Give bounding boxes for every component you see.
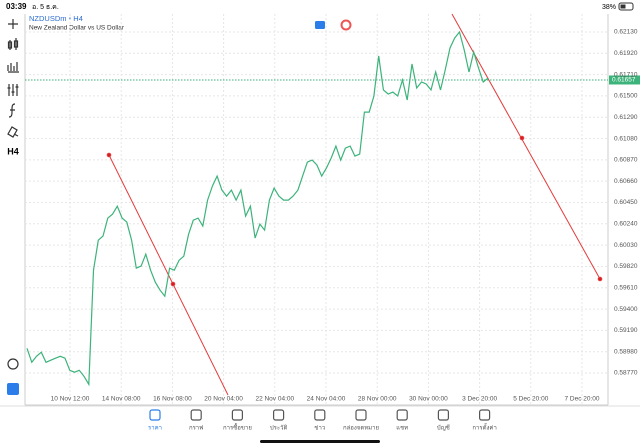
trend-anchor [170, 281, 176, 287]
y-tick-label: 0.60030 [614, 242, 638, 249]
nav-label: ประวัติ [270, 425, 288, 432]
status-date: อ. 5 ธ.ค. [32, 4, 59, 11]
y-tick-label: 0.62130 [614, 29, 638, 36]
zoom-tool[interactable] [7, 358, 19, 370]
trend-anchor [519, 135, 525, 141]
nav-icon [479, 409, 491, 421]
function-tool[interactable] [8, 103, 16, 118]
trend-anchor [597, 276, 603, 282]
plot: 0.61657 [25, 30, 640, 387]
y-tick-label: 0.59820 [614, 263, 638, 270]
x-tick-label: 22 Nov 04:00 [255, 396, 294, 403]
current-price-label: 0.61657 [612, 77, 636, 84]
y-tick-label: 0.58980 [614, 348, 638, 355]
y-tick-label: 0.61080 [614, 135, 638, 142]
objects-tool[interactable] [7, 126, 19, 138]
y-tick-label: 0.60240 [614, 221, 638, 228]
bars-tool[interactable] [7, 62, 19, 73]
nav-icon [190, 409, 202, 421]
bottom-nav: ราคา กราฟ การซื้อขาย ประวัติ ข่าว กล่องจดหมาย… [148, 409, 497, 432]
x-tick-label: 3 Dec 20:00 [462, 396, 497, 403]
status-time: 03:39 [6, 2, 27, 11]
price-line [26, 30, 489, 387]
nav-icon [231, 409, 243, 421]
candles-tool[interactable] [7, 38, 19, 50]
chart-title: NZDUSDm • H4 [29, 14, 83, 23]
chart-subtitle: New Zealand Dollar vs US Dollar [29, 25, 125, 32]
trend-line [451, 13, 601, 280]
nav-label: แชท [396, 425, 408, 432]
x-tick-label: 30 Nov 00:00 [409, 396, 448, 403]
y-tick-label: 0.60870 [614, 157, 638, 164]
timeframe-button[interactable]: H4 [7, 146, 19, 156]
y-tick-label: 0.58770 [614, 370, 638, 377]
nav-item[interactable]: บัญชี [437, 409, 450, 432]
nav-item[interactable]: การซื้อขาย [223, 409, 252, 432]
x-tick-label: 24 Nov 04:00 [307, 396, 346, 403]
nav-item[interactable]: ราคา [148, 409, 162, 432]
nav-label: ราคา [148, 425, 162, 432]
nav-item[interactable]: ข่าว [314, 409, 326, 432]
y-tick-label: 0.59190 [614, 327, 638, 334]
nav-label: การซื้อขาย [223, 422, 252, 432]
y-tick-label: 0.59400 [614, 306, 638, 313]
nav-label: ข่าว [314, 425, 325, 432]
nav-label: การตั้งค่า [472, 422, 496, 432]
nav-icon [437, 409, 449, 421]
y-tick-label: 0.61920 [614, 50, 638, 57]
nav-label: กราฟ [189, 425, 203, 432]
y-tick-label: 0.59610 [614, 284, 638, 291]
nav-icon [396, 409, 408, 421]
x-tick-label: 5 Dec 20:00 [513, 396, 548, 403]
trade-button[interactable] [7, 383, 19, 395]
nav-item[interactable]: กล่องจดหมาย [343, 409, 379, 432]
left-toolbar [7, 19, 19, 370]
x-tick-label: 10 Nov 12:00 [51, 396, 90, 403]
y-tick-label: 0.61710 [614, 71, 638, 78]
x-tick-label: 16 Nov 08:00 [153, 396, 192, 403]
nav-item[interactable]: กราฟ [189, 409, 203, 432]
nav-item[interactable]: แชท [396, 409, 408, 432]
battery-text: 38% [602, 4, 616, 11]
current-price-box [609, 75, 640, 85]
nav-icon [355, 409, 367, 421]
indicators-tool[interactable] [7, 84, 19, 96]
nav-icon [149, 409, 161, 421]
one-click-icon[interactable] [340, 19, 352, 31]
nav-item[interactable]: การตั้งค่า [472, 409, 497, 432]
crosshair-tool[interactable] [8, 19, 18, 29]
battery-level [620, 4, 626, 9]
home-indicator [260, 440, 380, 443]
nav-icon [273, 409, 285, 421]
x-tick-label: 20 Nov 04:00 [204, 396, 243, 403]
y-tick-label: 0.61500 [614, 93, 638, 100]
x-tick-label: 14 Nov 08:00 [102, 396, 141, 403]
y-tick-label: 0.60450 [614, 199, 638, 206]
nav-item[interactable]: ประวัติ [270, 409, 288, 432]
y-tick-label: 0.61290 [614, 114, 638, 121]
nav-label: บัญชี [437, 424, 450, 432]
y-tick-label: 0.60660 [614, 178, 638, 185]
x-tick-label: 7 Dec 20:00 [564, 396, 599, 403]
battery-icon [618, 2, 634, 11]
trend-anchor [106, 152, 112, 158]
buy-sell-icon[interactable] [315, 21, 325, 29]
nav-label: กล่องจดหมาย [343, 425, 379, 432]
nav-icon [314, 409, 326, 421]
x-tick-label: 28 Nov 00:00 [358, 396, 397, 403]
